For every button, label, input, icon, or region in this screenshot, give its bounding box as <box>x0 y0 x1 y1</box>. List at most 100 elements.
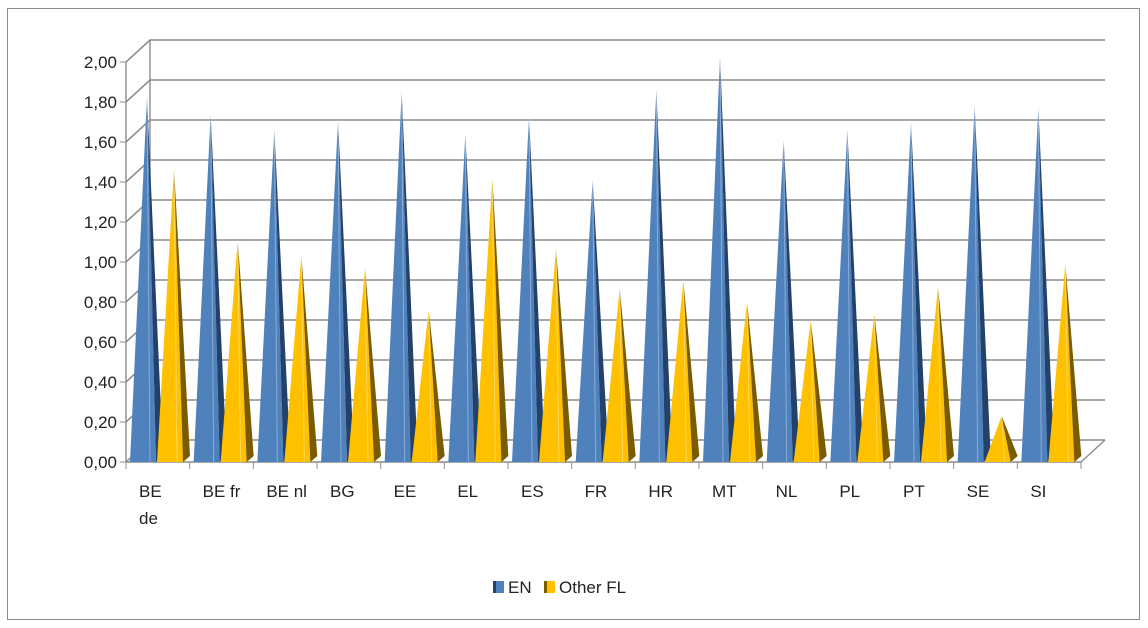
y-tick-label: 1,20 <box>84 213 117 232</box>
bar-en-side <box>847 130 864 462</box>
bar-en-highlight <box>464 133 469 463</box>
bar-en-face <box>830 130 857 462</box>
bar-en <box>639 89 673 463</box>
bar-other-fl <box>1048 263 1082 463</box>
bar-en-highlight <box>719 55 724 463</box>
bar-en <box>512 115 545 463</box>
bar-other-fl-highlight <box>300 255 305 463</box>
y-tick-label: 1,80 <box>84 93 117 112</box>
bar-other-fl-highlight <box>810 319 815 463</box>
bar-other-fl <box>793 319 827 463</box>
bar-en-side <box>401 92 418 462</box>
bar-other-fl-face <box>984 416 1011 462</box>
bar-en-side <box>210 114 227 462</box>
bar-en-face <box>703 56 729 462</box>
bar-en-face <box>193 114 220 462</box>
bar-other-fl-side <box>174 168 190 462</box>
x-category-label: BE fr <box>203 482 241 501</box>
bar-en-highlight <box>1037 107 1042 463</box>
bar-other-fl-side <box>237 240 254 462</box>
bar-en-face <box>766 140 793 462</box>
bar-other-fl-highlight <box>555 247 560 463</box>
bar-other-fl <box>857 313 891 463</box>
bars <box>130 55 1082 463</box>
bar-en-side <box>783 140 800 462</box>
bar-other-fl-highlight <box>491 177 496 463</box>
x-axis-categories: BE de BE fr BE nl BG EE EL ES FR HR MT NL PL PT SE SI <box>139 482 1046 528</box>
bar-other-fl-side <box>301 256 318 462</box>
bar-en-highlight <box>337 119 342 463</box>
bar-other-fl-side <box>1065 264 1082 462</box>
legend-swatch-shade <box>493 581 496 593</box>
bar-en-face <box>130 96 156 462</box>
x-category-label: NL <box>776 482 798 501</box>
y-tick-label: 0,60 <box>84 333 117 352</box>
y-tick-label: 1,60 <box>84 133 117 152</box>
bar-other-fl-highlight <box>682 279 687 463</box>
bar-en-highlight <box>846 129 851 463</box>
y-tick-label: 0,80 <box>84 293 117 312</box>
y-tick-label: 2,00 <box>84 53 117 72</box>
bar-other-fl <box>539 247 572 463</box>
bar-en-face <box>1021 108 1048 462</box>
bar-en-highlight <box>401 91 406 463</box>
bar-en <box>193 113 227 463</box>
y-tick-label: 1,00 <box>84 253 117 272</box>
legend: EN Other FL <box>493 578 626 597</box>
bar-other-fl <box>730 301 763 463</box>
bar-en-face <box>448 134 475 462</box>
bar-en-side <box>274 130 291 462</box>
bar-other-fl-side <box>938 286 954 462</box>
bar-other-fl-face <box>1048 264 1075 462</box>
bar-other-fl-highlight <box>746 301 751 463</box>
bar-other-fl-highlight <box>173 167 178 463</box>
bar-other-fl <box>921 285 954 463</box>
floor-edge <box>1080 439 1106 463</box>
bar-other-fl-face <box>284 256 311 462</box>
x-category-label: HR <box>648 482 673 501</box>
bar-en-side <box>1038 108 1055 462</box>
bar-other-fl-side <box>492 178 509 462</box>
legend-swatch-shade <box>544 581 547 593</box>
bar-other-fl-side <box>810 320 827 462</box>
x-category-label: FR <box>585 482 608 501</box>
gridline <box>125 119 1105 143</box>
bar-en <box>321 119 354 463</box>
bar-en-face <box>639 90 666 462</box>
bar-en-side <box>911 122 927 462</box>
bar-other-fl-side <box>428 310 445 462</box>
bar-en-highlight <box>210 113 215 463</box>
bar-en <box>766 139 800 463</box>
y-tick-label: 0,20 <box>84 413 117 432</box>
bar-other-fl-side <box>747 302 763 462</box>
bar-en-side <box>974 106 991 462</box>
bar-other-fl-side <box>1001 416 1018 462</box>
bar-en-highlight <box>528 115 533 463</box>
bar-en-side <box>338 120 354 462</box>
bar-en-side <box>592 180 609 462</box>
bar-other-fl <box>157 167 190 463</box>
bar-en-side <box>720 56 736 462</box>
x-category-label: PL <box>839 482 860 501</box>
bar-other-fl <box>602 287 636 463</box>
bar-en-highlight <box>146 95 151 463</box>
bar-other-fl-face <box>666 280 693 462</box>
bar-en <box>257 129 291 463</box>
bar-other-fl-side <box>365 268 381 462</box>
bar-en-face <box>894 122 920 462</box>
legend-swatch <box>544 581 555 593</box>
bar-other-fl <box>348 267 381 463</box>
bar-other-fl-face <box>157 168 183 462</box>
x-category-label: ES <box>521 482 544 501</box>
bar-en <box>894 121 927 463</box>
bar-en-side <box>147 96 163 462</box>
chart-frame: 0,00 0,20 0,40 0,60 0,80 1,00 1,20 1,40 1,60 1,80… <box>7 8 1140 620</box>
bar-other-fl-highlight <box>364 267 369 463</box>
x-category-label: PT <box>903 482 925 501</box>
x-category-label: EE <box>394 482 417 501</box>
bar-other-fl-side <box>874 314 891 462</box>
bar-other-fl-highlight <box>873 313 878 463</box>
bar-en <box>575 179 609 463</box>
bar-other-fl <box>984 415 1018 463</box>
legend-swatch <box>493 581 504 593</box>
